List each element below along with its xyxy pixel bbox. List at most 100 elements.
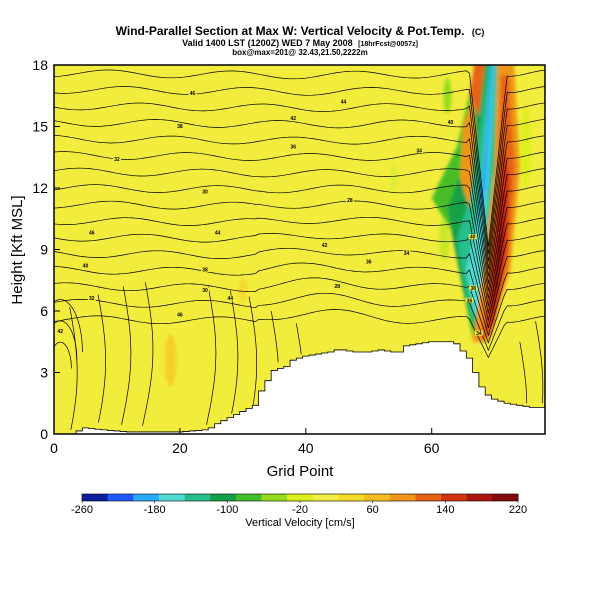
colorbar-tick-label: -100 bbox=[216, 504, 238, 516]
colorbar-tick-label: -20 bbox=[292, 504, 308, 516]
x-axis-label: Grid Point bbox=[267, 463, 335, 480]
contour-label-bg bbox=[339, 98, 348, 104]
contour-label: 44 bbox=[215, 231, 221, 237]
contour-label-bg bbox=[112, 156, 121, 162]
theta-contour-line bbox=[54, 69, 545, 247]
colorbar-swatch bbox=[107, 494, 134, 501]
theta-contour-line bbox=[97, 294, 106, 423]
contour-label: 40 bbox=[470, 235, 476, 241]
theta-contour-line bbox=[54, 119, 545, 270]
contour-label-bg bbox=[415, 148, 424, 154]
y-tick-label: 12 bbox=[32, 180, 48, 196]
x-tick-label: 0 bbox=[50, 440, 58, 456]
colorbar-swatch bbox=[389, 494, 416, 501]
y-tick-label: 9 bbox=[40, 242, 48, 258]
theta-contour-line bbox=[54, 134, 545, 277]
colorbar-tick-label: 140 bbox=[436, 504, 454, 516]
colorbar-swatch bbox=[441, 494, 468, 501]
theta-contour-line bbox=[54, 299, 83, 353]
contour-label: 46 bbox=[89, 231, 95, 237]
theta-contours bbox=[54, 69, 545, 430]
contour-label-bg bbox=[465, 297, 474, 303]
theta-contour-line bbox=[142, 282, 154, 426]
theta-contour-line bbox=[54, 102, 545, 262]
contour-label: 44 bbox=[227, 296, 233, 302]
colorbar-tick-label: 60 bbox=[367, 504, 379, 516]
contour-label: 30 bbox=[202, 190, 208, 196]
contour-label-bg bbox=[188, 90, 197, 96]
contour-label-bg bbox=[87, 295, 96, 301]
colorbar-tick-label: -180 bbox=[144, 504, 166, 516]
colorbar-swatch bbox=[82, 494, 109, 501]
colorbar-swatch bbox=[466, 494, 493, 501]
colorbar-tick-label: 220 bbox=[509, 504, 527, 516]
colorbar: -260 -180 -100 -20 60 140 220 bbox=[71, 493, 527, 516]
contour-label: 32 bbox=[114, 157, 120, 163]
colorbar-swatch bbox=[492, 494, 519, 501]
contour-label-bg bbox=[213, 230, 222, 236]
contour-label-bg bbox=[345, 197, 354, 203]
chart-title: Wind-Parallel Section at Max W: Vertical… bbox=[116, 24, 485, 38]
contour-label-bg bbox=[474, 330, 483, 336]
contour-label: 28 bbox=[334, 284, 340, 290]
theta-contour-line bbox=[54, 320, 78, 361]
chart-subtitle-2: box@max=201@ 32.43,21.50,2222m bbox=[232, 48, 367, 57]
contour-label: 38 bbox=[202, 268, 208, 274]
theta-contour-line bbox=[206, 286, 217, 425]
y-tick-label: 6 bbox=[40, 303, 48, 319]
contour-label-bg bbox=[56, 328, 65, 334]
contour-label-bg bbox=[468, 234, 477, 240]
contour-label-bg bbox=[402, 250, 411, 256]
colorbar-swatch bbox=[133, 494, 160, 501]
theta-contour-line bbox=[270, 310, 279, 363]
theta-contour-line bbox=[54, 341, 72, 369]
y-tick-label: 3 bbox=[40, 365, 48, 381]
contour-label-bg bbox=[201, 189, 210, 195]
contour-label-bg bbox=[289, 144, 298, 149]
contour-label-bg bbox=[201, 287, 210, 293]
contour-label-bg bbox=[446, 119, 455, 125]
x-axis-ticks: 0 20 40 60 bbox=[50, 428, 440, 456]
contour-label-bg bbox=[81, 262, 90, 268]
contour-label-bg bbox=[175, 123, 184, 129]
theta-contour-line bbox=[54, 86, 545, 255]
contour-label: 36 bbox=[467, 298, 473, 304]
contour-label: 42 bbox=[322, 243, 328, 249]
contour-label-bg bbox=[364, 258, 373, 264]
contour-label: 32 bbox=[89, 296, 95, 302]
contour-label-bg bbox=[175, 312, 184, 318]
velocity-patch bbox=[443, 77, 452, 114]
theta-contour-line bbox=[54, 309, 545, 359]
theta-contour-line bbox=[519, 341, 528, 404]
contour-label-bg bbox=[320, 242, 329, 248]
theta-contour-line bbox=[54, 262, 545, 337]
contour-label: 42 bbox=[290, 116, 296, 122]
y-axis-label: Height [Kft MSL] bbox=[9, 195, 26, 304]
theta-contour-line bbox=[54, 216, 545, 314]
velocity-patch bbox=[238, 278, 247, 303]
theta-contour-line bbox=[54, 277, 545, 344]
contour-label-bg bbox=[469, 285, 478, 291]
theta-contour-line bbox=[54, 184, 545, 299]
theta-contour-line bbox=[248, 296, 258, 405]
theta-contour-line bbox=[296, 323, 302, 355]
colorbar-swatch bbox=[158, 494, 185, 501]
colorbar-swatch bbox=[338, 494, 365, 501]
contour-label: 36 bbox=[366, 259, 372, 265]
contour-label-bg bbox=[226, 295, 235, 301]
colorbar-swatch bbox=[364, 494, 391, 501]
y-axis-ticks: 0 3 6 9 12 15 18 bbox=[32, 57, 60, 442]
contour-label: 34 bbox=[404, 251, 410, 257]
colorbar-tick-label: -260 bbox=[71, 504, 93, 516]
colorbar-swatch bbox=[210, 494, 237, 501]
x-tick-label: 60 bbox=[424, 440, 440, 456]
contour-label-bg bbox=[201, 267, 210, 272]
x-tick-label: 20 bbox=[172, 440, 188, 456]
colorbar-swatch bbox=[235, 494, 262, 501]
theta-contour-line bbox=[54, 247, 545, 329]
velocity-patch bbox=[439, 217, 450, 262]
terrain-mask bbox=[54, 341, 545, 434]
colorbar-swatch bbox=[312, 494, 339, 501]
